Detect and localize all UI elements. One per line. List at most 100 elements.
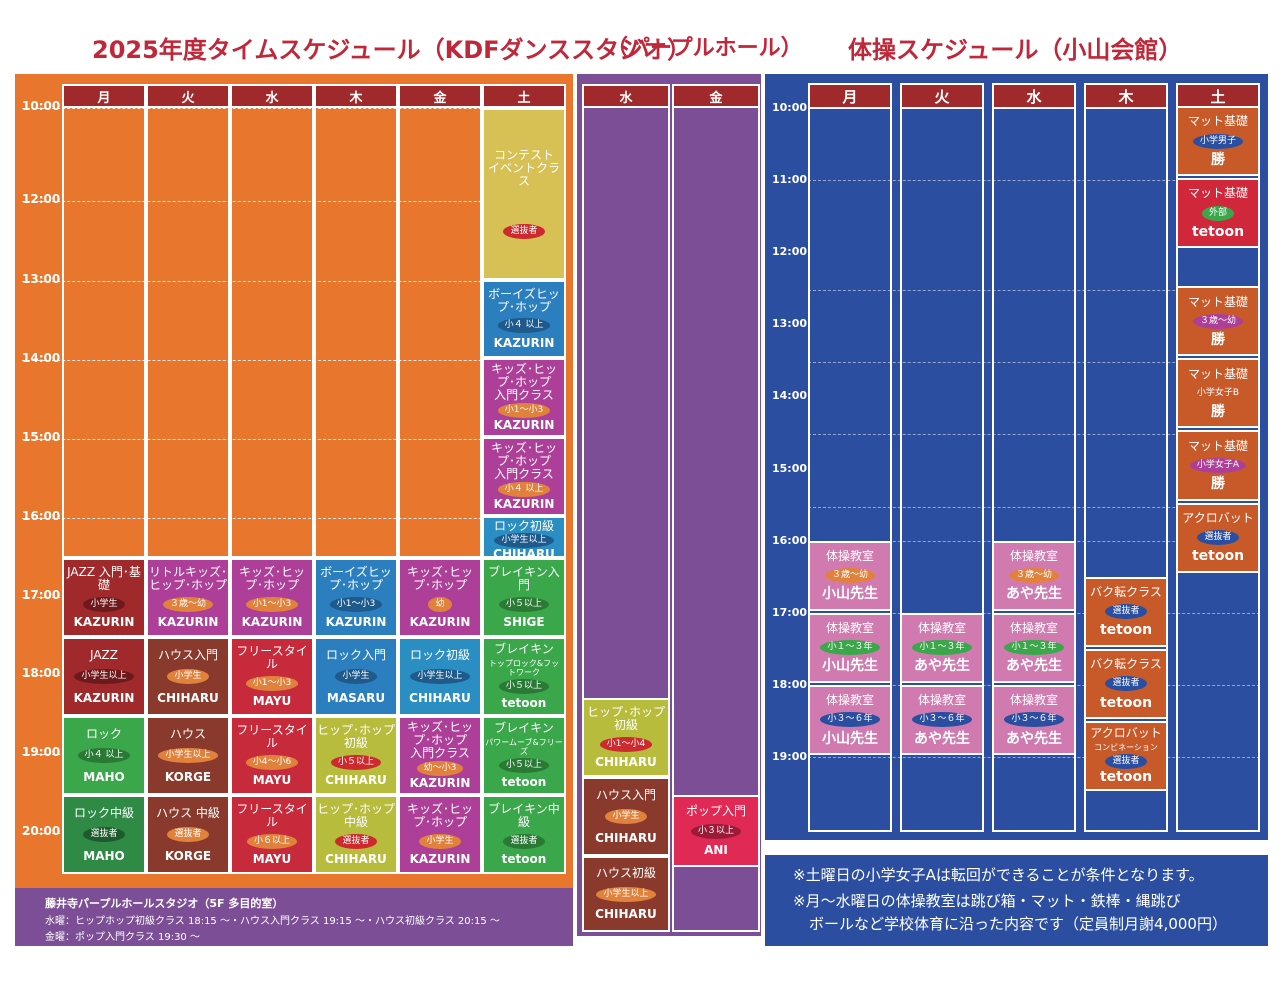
day-header-0: 月: [62, 84, 146, 108]
class-cell: 体操教室 小３～６年 あや先生: [900, 684, 984, 755]
class-cell: フリースタイル 小4～小6 MAYU: [230, 716, 314, 795]
class-target-badge: 小学女子A: [1189, 457, 1247, 473]
kdf-note-line1: 水曜：ヒップホップ初級クラス 18:15 ～・ハウス入門クラス 19:15 ～・…: [45, 916, 500, 927]
class-name: ロック中級: [73, 805, 134, 820]
class-instructor: tetoon: [501, 774, 547, 789]
day-header-5: 土: [482, 84, 566, 108]
time-gridline: [22, 281, 562, 282]
class-instructor: 勝: [1211, 332, 1225, 349]
class-target-badge: 選抜者: [1105, 676, 1147, 692]
class-instructor: CHIHARU: [595, 754, 657, 769]
class-name: JAZZ: [90, 647, 118, 662]
class-target-badge: 小学生: [167, 669, 209, 684]
class-target-badge: 小５以上: [330, 754, 381, 770]
class-target-badge: 小学男子: [1192, 133, 1243, 149]
class-cell: ハウス初級 小学生以上 CHIHARU: [582, 856, 670, 932]
taiso-time-label: 10:00: [772, 101, 808, 114]
taiso-column: [808, 107, 892, 832]
class-instructor: KAZURIN: [325, 614, 387, 629]
class-instructor: KAZURIN: [409, 614, 471, 629]
class-cell: ロック入門 小学生 MASARU: [314, 637, 398, 716]
class-target-badge: 小学生以上: [596, 886, 656, 902]
class-subtitle: トップロック&フットワーク: [488, 658, 560, 677]
class-cell: マット基礎 小学男子勝: [1176, 106, 1260, 177]
time-label: 20:00: [22, 824, 61, 838]
class-instructor: 勝: [1211, 404, 1225, 421]
class-target-badge: 小学生以上: [74, 669, 134, 684]
class-target-badge: 幼: [428, 596, 452, 612]
class-cell: ブレイキン入門 小５以上 SHIGE: [482, 558, 566, 637]
class-name: 体操教室: [917, 620, 966, 635]
class-name: ボーイズヒップ･ホップ: [488, 287, 560, 314]
class-target-badge: 小1～小3: [329, 596, 383, 612]
class-cell: 体操教室 小３～６年 あや先生: [992, 684, 1076, 755]
class-target-badge: 小学生: [83, 596, 125, 612]
class-name: マット基礎: [1187, 438, 1248, 453]
class-cell: アクロバット コンビネーション 選抜者 tetoon: [1084, 720, 1168, 791]
class-cell: ハウス 中級 選抜者 KORGE: [146, 795, 230, 874]
class-name: 体操教室: [917, 693, 966, 708]
class-instructor: 勝: [1211, 151, 1225, 168]
purple-day-header-1: 金: [672, 84, 760, 108]
time-label: 18:00: [22, 666, 61, 680]
day-header-3: 木: [314, 84, 398, 108]
class-name: ハウス初級: [595, 865, 656, 880]
taiso-column: [900, 107, 984, 832]
taiso-time-label: 18:00: [772, 677, 808, 691]
time-label: 10:00: [22, 99, 61, 113]
class-name: バク転クラス: [1090, 584, 1162, 599]
class-name: 体操教室: [1009, 620, 1058, 635]
class-cell: キッズ･ヒップ･ホップ 入門クラス 幼～小3 KAZURIN: [398, 716, 482, 795]
class-instructor: CHIHARU: [325, 772, 387, 787]
class-target-badge: 小４ 以上: [497, 318, 551, 333]
taiso-gridline: [808, 362, 1260, 364]
class-target-badge: 選抜者: [1197, 530, 1239, 546]
taiso-column: [1084, 107, 1168, 832]
class-target-badge: ３歳～幼: [162, 596, 213, 612]
day-column: [146, 106, 230, 558]
time-gridline: [22, 518, 562, 519]
class-target-badge: 小４ 以上: [497, 482, 551, 497]
class-name: ロック初級: [493, 519, 554, 533]
day-column: [314, 106, 398, 558]
class-cell: 体操教室 小１～３年 小山先生: [808, 612, 892, 683]
class-instructor: あや先生: [1006, 586, 1062, 603]
class-target-badge: 小３～６年: [912, 712, 972, 728]
class-cell: キッズ･ヒップ･ホップ 小学生 KAZURIN: [398, 795, 482, 874]
class-target-badge: 小学生以上: [158, 748, 218, 763]
kdf-note-panel: 藤井寺パープルホールスタジオ（5F 多目的室） 水曜：ヒップホップ初級クラス 1…: [15, 888, 573, 946]
class-instructor: あや先生: [914, 658, 970, 675]
class-name: キッズ･ヒップ･ホップ 入門クラス: [490, 441, 557, 481]
class-name: 体操教室: [1009, 548, 1058, 563]
class-instructor: tetoon: [501, 851, 547, 866]
class-target-badge: 小６以上: [246, 833, 297, 849]
class-cell: キッズ･ヒップ･ホップ 小1～小3 KAZURIN: [230, 558, 314, 637]
class-instructor: MAYU: [252, 772, 292, 787]
day-column: [62, 106, 146, 558]
class-instructor: MAYU: [252, 851, 292, 866]
taiso-note-panel: ※土曜日の小学女子Aは転回ができることが条件となります。 ※月～水曜日の体操教室…: [765, 855, 1268, 946]
class-instructor: tetoon: [1099, 694, 1153, 711]
time-label: 15:00: [22, 430, 61, 444]
class-target-badge: 選抜者: [503, 224, 545, 240]
class-cell: コンテスト イベントクラス 選抜者: [482, 108, 566, 280]
class-cell: 体操教室 小１～３年 あや先生: [900, 612, 984, 683]
class-cell: リトルキッズ･ヒップ･ホップ ３歳～幼 KAZURIN: [146, 558, 230, 637]
class-target-badge: 小学女子B: [1189, 385, 1247, 401]
class-cell: 体操教室 小３～６年 小山先生: [808, 684, 892, 755]
class-name: ヒップ･ホップ初級: [586, 705, 665, 733]
class-name: フリースタイル: [236, 802, 308, 830]
class-cell: ハウス入門 小学生 CHIHARU: [582, 777, 670, 856]
class-cell: ロック中級 選抜者 MAHO: [62, 795, 146, 874]
taiso-day-header-3: 木: [1084, 83, 1168, 109]
class-name: JAZZ 入門･基礎: [67, 565, 141, 593]
class-target-badge: 小学生: [605, 809, 647, 824]
kdf-note-title: 藤井寺パープルホールスタジオ（5F 多目的室）: [45, 897, 284, 910]
class-instructor: あや先生: [1006, 658, 1062, 675]
class-instructor: CHIHARU: [409, 690, 471, 705]
class-target-badge: 小４ 以上: [77, 748, 131, 763]
class-cell: ロック初級 小学生以上 CHIHARU: [482, 516, 566, 558]
class-target-badge: 小学生: [335, 669, 377, 684]
class-target-badge: 小学生以上: [494, 533, 554, 548]
time-gridline: [22, 360, 562, 361]
